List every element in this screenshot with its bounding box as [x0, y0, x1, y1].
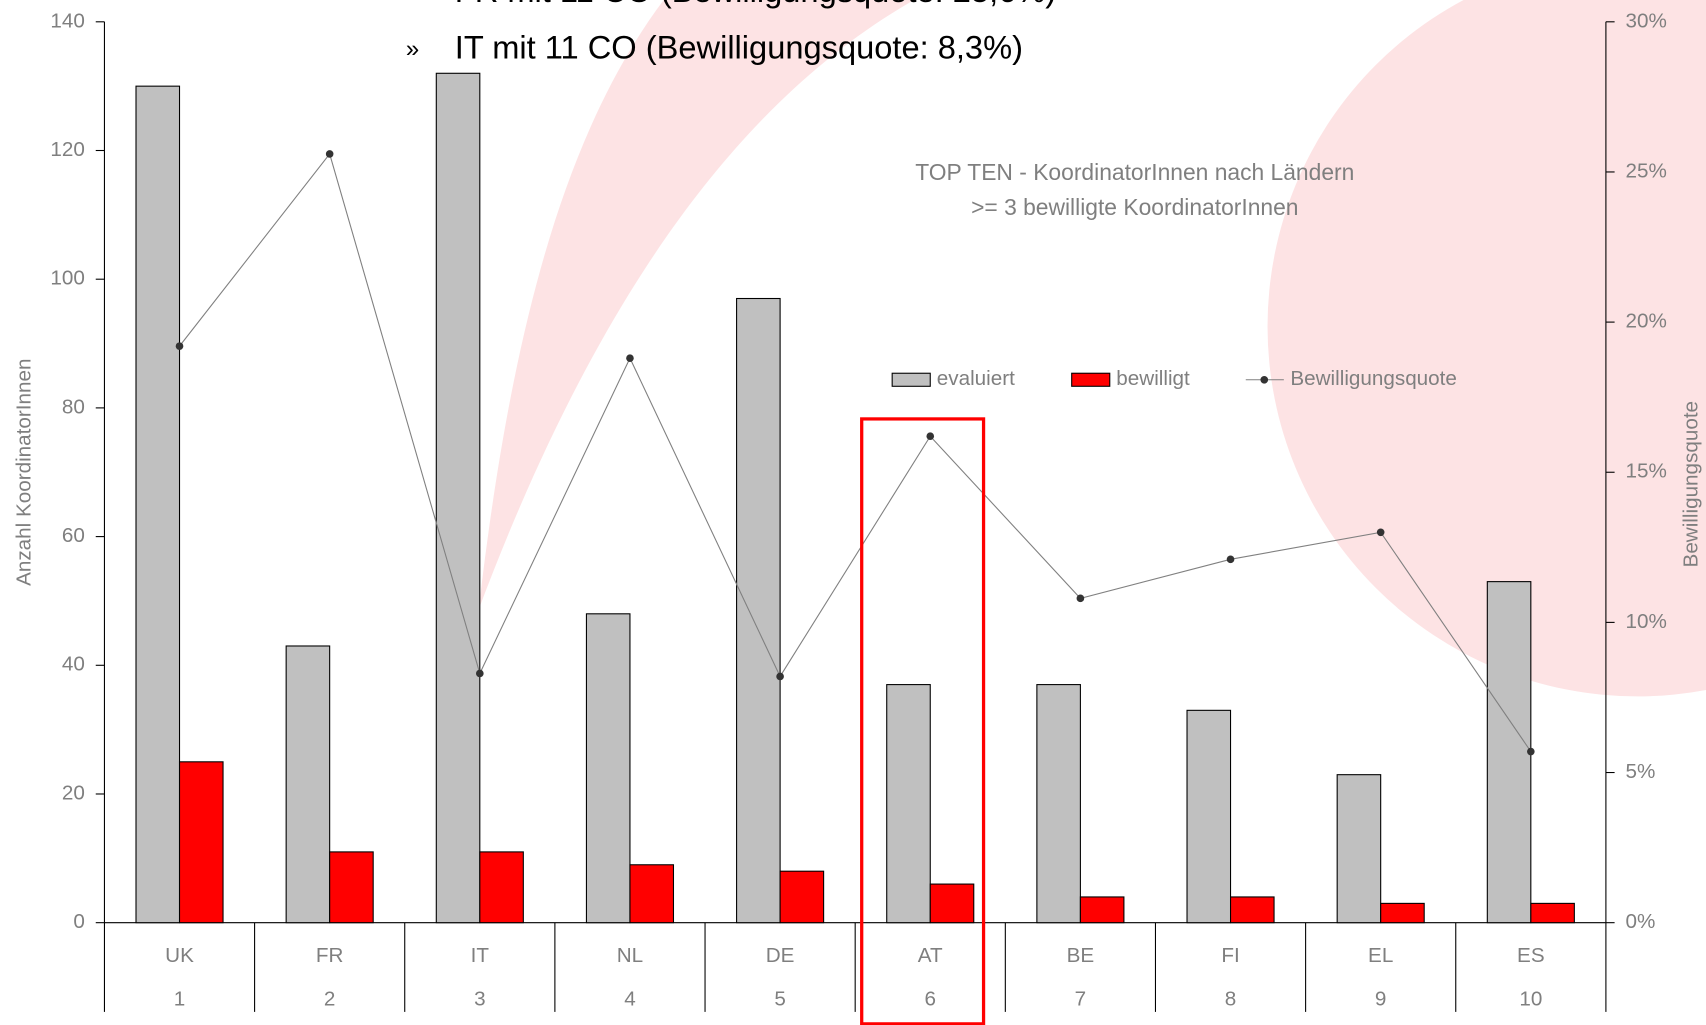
bar — [329, 851, 374, 924]
line-marker — [1226, 555, 1235, 564]
background-shape — [478, 0, 914, 610]
line-marker — [1076, 594, 1085, 603]
y-tick-label: 80 — [62, 395, 85, 418]
y-tick-label: 0 — [73, 910, 85, 933]
bar — [178, 761, 224, 924]
legend-swatch — [1071, 372, 1111, 387]
x-tick-label: DE — [766, 944, 795, 967]
rank-label: 9 — [1375, 987, 1386, 1010]
line-marker — [926, 432, 935, 441]
bar — [1486, 581, 1532, 924]
rank-label: 3 — [474, 987, 486, 1010]
line-marker — [476, 669, 484, 678]
bar — [1186, 709, 1232, 924]
y2-tick-label: 15% — [1625, 460, 1666, 483]
y-tick-label: 140 — [50, 9, 84, 32]
bullet-text: IT mit 11 CO (Bewilligungsquote: 8,3%) — [455, 29, 1023, 66]
rank-label: 4 — [624, 987, 636, 1010]
y-tick-label: 40 — [62, 653, 85, 676]
chart-title: TOP TEN - KoordinatorInnen nach Ländern — [915, 159, 1354, 185]
y2-tick-label: 25% — [1625, 159, 1666, 182]
rank-label: 10 — [1519, 987, 1542, 1010]
y2-tick-label: 20% — [1625, 310, 1666, 333]
legend-swatch — [891, 372, 931, 387]
x-tick-label: EL — [1368, 944, 1393, 967]
rank-label: 2 — [324, 987, 336, 1010]
bullet-marker: » — [406, 35, 419, 62]
bar — [1336, 774, 1382, 924]
x-tick-label: ES — [1517, 944, 1545, 967]
bullet-text: FR mit 11 CO (Bewilligungsquote: 25,6%) — [455, 0, 1056, 9]
line — [179, 152, 1532, 752]
bar — [629, 864, 675, 924]
line-marker — [626, 354, 634, 362]
bar — [1036, 684, 1081, 924]
y-tick-label: 100 — [50, 267, 84, 290]
bar — [435, 72, 481, 924]
legend-label: evaluiert — [937, 367, 1015, 390]
rank-label: 7 — [1075, 987, 1087, 1010]
line-marker — [175, 342, 184, 350]
line-marker — [325, 150, 334, 158]
bar — [736, 297, 781, 924]
y2-tick-label: 5% — [1625, 760, 1655, 783]
x-tick-label: FR — [316, 944, 344, 967]
bar — [479, 851, 524, 924]
rank-label: 1 — [174, 987, 185, 1010]
legend-label: bewilligt — [1116, 367, 1190, 390]
rank-label: 6 — [924, 987, 936, 1010]
bar — [135, 85, 181, 924]
y-tick-label: 60 — [62, 524, 85, 547]
x-tick-label: FI — [1221, 944, 1239, 967]
bar — [1079, 896, 1125, 924]
bar — [1380, 902, 1425, 924]
bar — [585, 613, 631, 924]
y-tick-label: 120 — [50, 138, 84, 161]
x-tick-label: NL — [617, 944, 643, 967]
background-shape — [1267, 0, 1706, 697]
bar — [1229, 896, 1275, 924]
rank-label: 8 — [1225, 987, 1236, 1010]
bar — [929, 883, 975, 924]
y-axis-label: Anzahl KoordinatorInnen — [12, 359, 35, 586]
bar — [886, 684, 931, 924]
legend-marker — [1260, 375, 1269, 384]
legend-label: Bewilligungsquote — [1290, 367, 1457, 390]
y-tick-label: 20 — [62, 781, 85, 804]
y2-tick-label: 10% — [1625, 610, 1666, 633]
x-tick-label: IT — [471, 944, 490, 967]
bar — [285, 645, 331, 924]
x-tick-label: UK — [165, 944, 194, 967]
bullet-marker: » — [406, 0, 419, 6]
rank-label: 5 — [774, 987, 786, 1010]
line-marker — [1376, 528, 1385, 537]
bar — [779, 870, 825, 924]
highlight-box — [860, 417, 986, 1025]
bar — [1530, 902, 1575, 924]
y2-tick-label: 30% — [1625, 9, 1666, 32]
y2-tick-label: 0% — [1625, 910, 1655, 933]
line-marker — [1527, 747, 1535, 756]
chart-subtitle: >= 3 bewilligte KoordinatorInnen — [971, 194, 1298, 220]
x-tick-label: AT — [918, 944, 943, 967]
y2-axis-label: Bewilligungsquote — [1679, 401, 1702, 568]
x-tick-label: BE — [1067, 944, 1095, 967]
line-marker — [776, 672, 784, 681]
